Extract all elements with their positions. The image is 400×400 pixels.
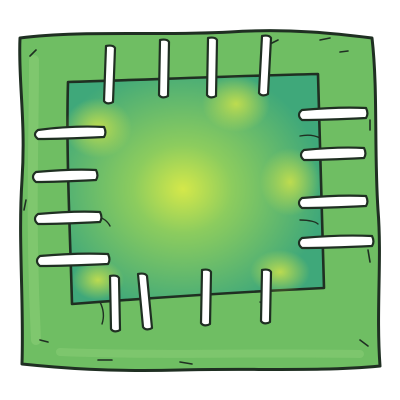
stitch-top-1: [102, 44, 117, 105]
stitch-right-3: [297, 194, 369, 210]
stitch-bottom-2: [136, 272, 154, 331]
fabric-highlight: [27, 55, 41, 345]
stitch-bottom-3: [199, 268, 213, 327]
stitch-bottom-4: [259, 268, 273, 325]
stitch-right-2: [299, 146, 367, 162]
stitch-top-2: [157, 38, 171, 99]
stitch-top-4: [257, 34, 273, 97]
stitch-right-4: [297, 234, 375, 250]
stitch-left-2: [31, 168, 99, 184]
stitch-left-1: [33, 125, 107, 141]
stitches: [31, 34, 375, 333]
stitch-top-3: [205, 36, 219, 99]
stitch-left-4: [35, 252, 111, 268]
stitch-right-1: [297, 106, 369, 122]
stitch-left-3: [33, 210, 103, 226]
fabric-highlight: [56, 348, 364, 358]
stitch-bottom-1: [108, 274, 122, 333]
